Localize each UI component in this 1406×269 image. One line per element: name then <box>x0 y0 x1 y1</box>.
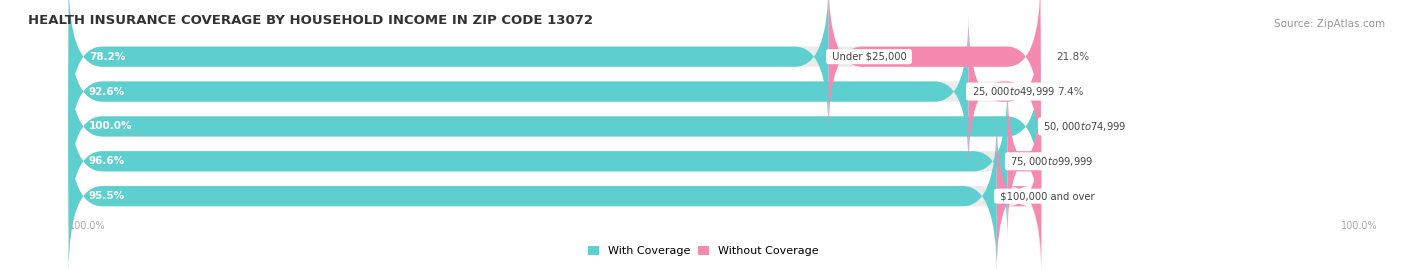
Text: Source: ZipAtlas.com: Source: ZipAtlas.com <box>1274 19 1385 29</box>
FancyBboxPatch shape <box>69 0 828 134</box>
Text: 100.0%: 100.0% <box>89 121 132 132</box>
Text: 96.6%: 96.6% <box>89 156 125 166</box>
Text: $50,000 to $74,999: $50,000 to $74,999 <box>1040 120 1128 133</box>
Text: 0.0%: 0.0% <box>1057 121 1083 132</box>
Text: 100.0%: 100.0% <box>1341 221 1378 231</box>
Text: 3.4%: 3.4% <box>1057 156 1083 166</box>
FancyBboxPatch shape <box>69 49 1040 203</box>
FancyBboxPatch shape <box>69 15 969 169</box>
FancyBboxPatch shape <box>828 0 1040 134</box>
Text: 7.4%: 7.4% <box>1057 87 1083 97</box>
FancyBboxPatch shape <box>69 15 1040 169</box>
Text: 21.8%: 21.8% <box>1057 52 1090 62</box>
Text: $75,000 to $99,999: $75,000 to $99,999 <box>1007 155 1094 168</box>
Text: $100,000 and over: $100,000 and over <box>997 191 1098 201</box>
FancyBboxPatch shape <box>69 84 1007 238</box>
FancyBboxPatch shape <box>69 49 1040 203</box>
FancyBboxPatch shape <box>1007 84 1040 238</box>
FancyBboxPatch shape <box>69 84 1040 238</box>
FancyBboxPatch shape <box>969 15 1040 169</box>
Text: Under $25,000: Under $25,000 <box>828 52 910 62</box>
FancyBboxPatch shape <box>69 119 997 269</box>
Text: HEALTH INSURANCE COVERAGE BY HOUSEHOLD INCOME IN ZIP CODE 13072: HEALTH INSURANCE COVERAGE BY HOUSEHOLD I… <box>28 14 593 27</box>
Text: 95.5%: 95.5% <box>89 191 125 201</box>
FancyBboxPatch shape <box>997 119 1042 269</box>
Legend: With Coverage, Without Coverage: With Coverage, Without Coverage <box>588 246 818 256</box>
Text: 100.0%: 100.0% <box>69 221 105 231</box>
FancyBboxPatch shape <box>69 0 1040 134</box>
Text: 78.2%: 78.2% <box>89 52 125 62</box>
FancyBboxPatch shape <box>69 119 1040 269</box>
Text: 92.6%: 92.6% <box>89 87 125 97</box>
Text: $25,000 to $49,999: $25,000 to $49,999 <box>969 85 1056 98</box>
Text: 4.6%: 4.6% <box>1057 191 1084 201</box>
